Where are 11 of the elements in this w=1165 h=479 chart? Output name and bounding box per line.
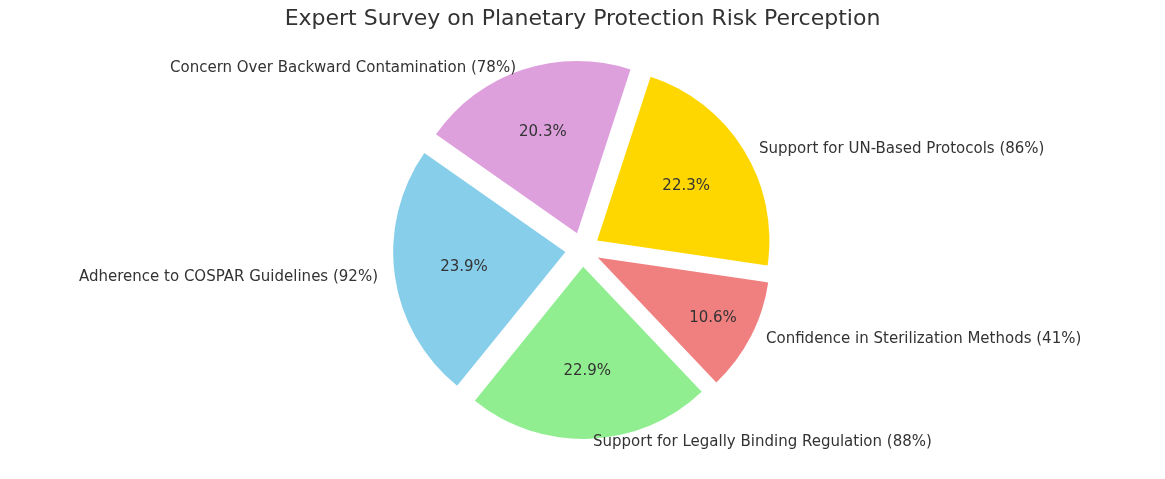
data-label: 23.9% [440, 257, 488, 276]
data-label: 22.9% [563, 361, 612, 380]
data-label: 10.6% [689, 308, 737, 327]
data-label: 20.3% [519, 121, 567, 140]
chart-title: Expert Survey on Planetary Protection Risk Perception [284, 4, 881, 30]
data-label: 22.3% [662, 176, 711, 195]
slice-label: Support for Legally Binding Regulation (88%) [593, 432, 932, 450]
slice-label: Concern Over Backward Contamination (78%) [170, 58, 516, 76]
slice-label: Confidence in Sterilization Methods (41%) [766, 329, 1082, 347]
slice-label: Support for UN-Based Protocols (86%) [759, 139, 1045, 157]
slice-label: Adherence to COSPAR Guidelines (92%) [79, 267, 378, 285]
